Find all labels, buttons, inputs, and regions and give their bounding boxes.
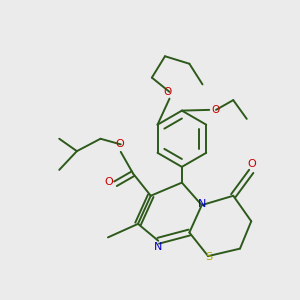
Text: S: S	[205, 252, 212, 262]
Text: O: O	[212, 105, 220, 115]
Text: O: O	[104, 177, 113, 187]
Text: N: N	[154, 242, 162, 253]
Text: N: N	[198, 200, 207, 209]
Text: O: O	[247, 159, 256, 169]
Text: O: O	[116, 140, 124, 149]
Text: O: O	[164, 87, 172, 97]
